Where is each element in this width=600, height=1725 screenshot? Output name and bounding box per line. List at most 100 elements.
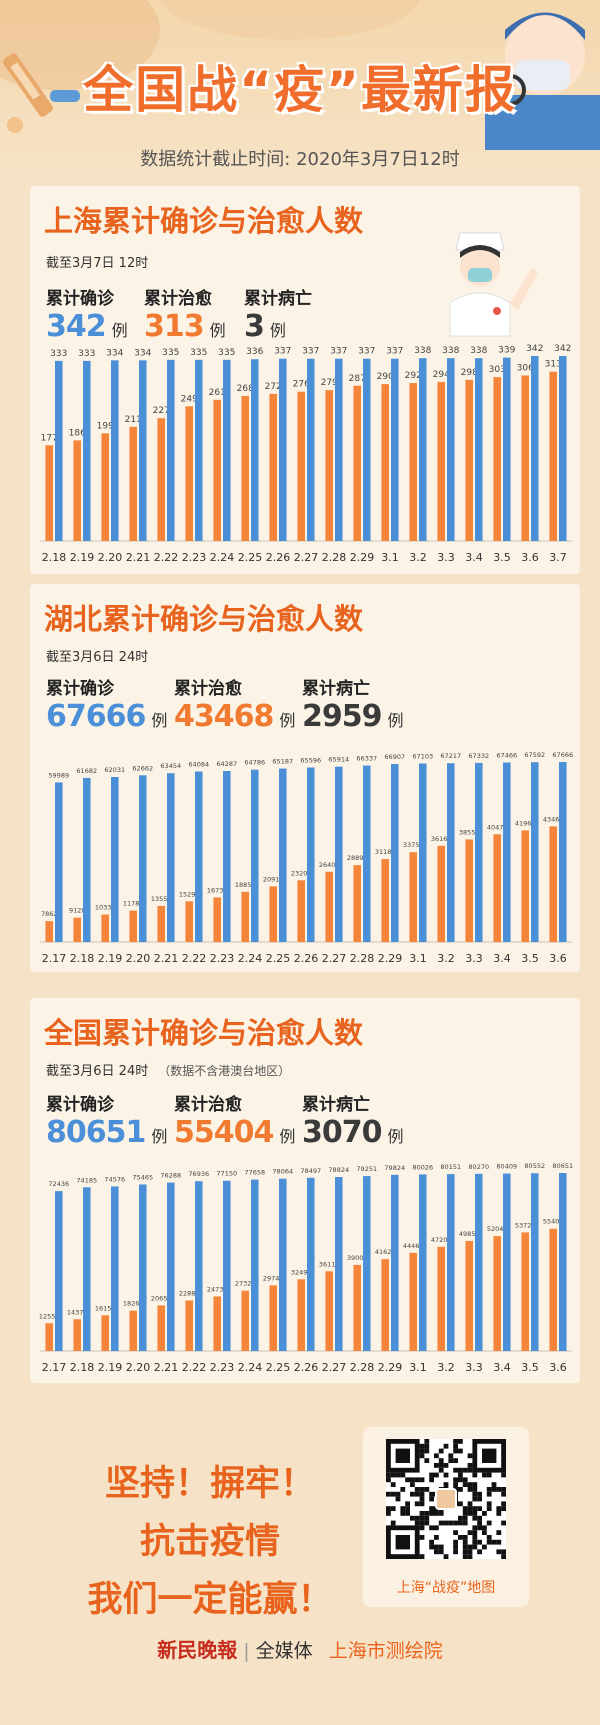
qr-module [434,1549,439,1555]
x-tick-label: 2.17 [42,952,67,965]
qr-module [414,1515,420,1521]
bar-confirmed [559,762,567,942]
qr-module [386,1506,391,1511]
bar-confirmed [503,357,511,541]
x-tick-label: 2.28 [322,551,347,564]
bar-confirmed [391,1174,399,1351]
data-label: 49856 [459,1230,480,1238]
qr-module [472,1539,478,1545]
stat-confirmed: 累计确诊 342 例 [46,284,128,344]
x-tick-label: 2.24 [238,952,263,965]
qr-module [424,1448,430,1454]
x-tick-label: 2.29 [350,551,375,564]
data-label: 287 [349,374,366,384]
x-tick-label: 2.21 [126,551,151,564]
data-label: 342 [554,344,571,354]
data-label: 22888 [179,1289,200,1297]
qr-module [458,1439,463,1444]
data-label: 10337 [95,904,116,912]
qr-module [434,1544,439,1550]
data-label: 66907 [384,753,405,761]
x-tick-label: 2.19 [98,1361,123,1374]
data-label: 13557 [151,895,172,903]
x-tick-label: 2.28 [350,1361,375,1374]
qr-code-icon[interactable] [386,1439,506,1559]
data-label: 43468 [543,815,564,823]
x-tick-label: 2.25 [266,1361,291,1374]
data-label: 338 [470,346,487,356]
x-tick-label: 3.1 [409,952,427,965]
qr-module [414,1487,420,1492]
data-label: 80151 [440,1163,461,1171]
x-tick-label: 2.25 [238,551,263,564]
qr-module [448,1520,454,1526]
x-tick-label: 2.21 [154,1361,179,1374]
bar-cured [185,1300,193,1351]
data-label: 77150 [216,1170,237,1178]
stat-label: 累计治愈 [174,679,242,699]
qr-module [467,1467,473,1473]
bar-cured [269,393,277,541]
data-label: 24734 [207,1285,228,1293]
cutoff-time: 截至3月7日 12时 [46,256,149,271]
bar-confirmed [475,358,483,541]
qr-module [496,1530,502,1535]
qr-module [462,1515,468,1521]
data-label: 16738 [207,886,228,894]
cutoff-time: 截至3月6日 24时 [46,1064,149,1079]
qr-module [477,1549,482,1555]
x-tick-label: 2.19 [98,952,123,965]
qr-module [453,1530,458,1535]
qr-module [390,1491,396,1497]
qr-module [386,1491,391,1497]
data-label: 64287 [216,760,237,768]
qr-module [424,1515,430,1521]
qr-module [472,1535,478,1540]
qr-module [443,1443,449,1449]
bar-confirmed [559,356,567,541]
bar-cured [157,1305,165,1351]
bar-confirmed [335,1177,343,1351]
data-label: 335 [190,348,207,358]
bar-confirmed [475,762,483,942]
bar-confirmed [391,358,399,541]
header-banner: 全国战“疫”最新报 数据统计截止时间: 2020年3月7日12时 [0,0,600,185]
qr-module [434,1463,439,1468]
qr-module [429,1506,434,1511]
bar-confirmed [531,356,539,541]
stat-unit: 例 [209,321,226,340]
bar-confirmed [139,1184,147,1351]
bar-confirmed [83,1187,91,1351]
stat-value: 3 [244,309,265,344]
stat-value: 80651 [46,1115,146,1150]
data-label: 337 [302,347,319,357]
bar-confirmed [447,358,455,541]
data-label: 62662 [132,764,153,772]
qr-module [419,1501,425,1507]
page-title: 全国战“疫”最新报 [83,61,517,119]
qr-module [458,1477,463,1483]
data-label: 29745 [263,1274,284,1282]
bar-confirmed [531,762,539,942]
qr-module [443,1520,449,1526]
qr-module [419,1448,425,1454]
bar-cured [409,383,417,541]
data-label: 342 [526,344,543,354]
section-title: 全国累计确诊与治愈人数 [44,1016,364,1050]
qr-module [429,1491,434,1497]
x-tick-label: 2.20 [126,1361,151,1374]
qr-module [438,1544,444,1550]
qr-module [390,1472,396,1478]
data-label: 7862 [41,910,58,918]
qr-module [472,1487,478,1492]
data-label: 336 [246,347,263,357]
x-tick-label: 2.27 [322,1361,347,1374]
data-label: 33757 [403,841,424,849]
qr-module [501,1491,506,1497]
data-label: 67592 [524,751,545,759]
data-label: 333 [50,349,67,359]
bar-confirmed [447,763,455,942]
national-bar-chart: 12552 72436 2.17 14376 74185 2.18 16155 74576 2.… [39,1162,573,1374]
x-tick-label: 2.26 [266,551,291,564]
qr-code-card[interactable]: 上海“战疫”地图 [363,1427,529,1607]
